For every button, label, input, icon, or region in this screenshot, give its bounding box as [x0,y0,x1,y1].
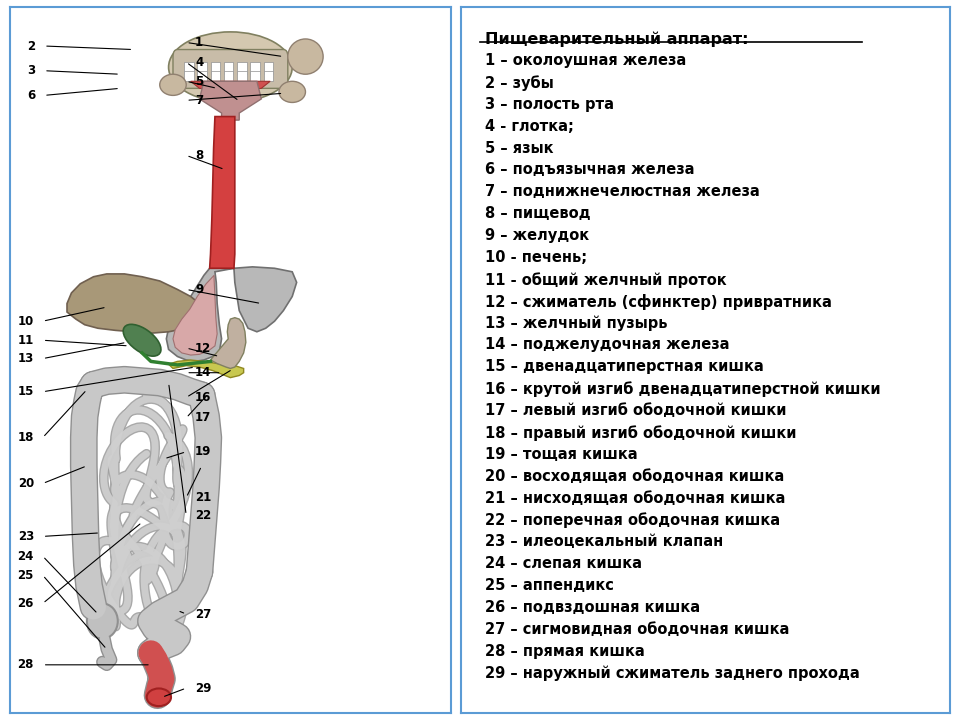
Text: 2 – зубы: 2 – зубы [485,75,554,91]
Polygon shape [191,81,270,92]
Text: 16 – крутой изгиб двенадцатиперстной кишки: 16 – крутой изгиб двенадцатиперстной киш… [485,381,881,397]
Text: 24 – слепая кишка: 24 – слепая кишка [485,556,642,571]
Bar [224,61,233,74]
Ellipse shape [288,39,324,74]
Text: 28: 28 [17,658,34,671]
Text: 7: 7 [195,94,204,107]
Text: 17 – левый изгиб ободочной кишки: 17 – левый изгиб ободочной кишки [485,403,787,418]
Text: 15 – двенадцатиперстная кишка: 15 – двенадцатиперстная кишка [485,359,764,374]
Ellipse shape [86,603,118,639]
Bar [237,61,247,74]
Text: 9: 9 [195,283,204,296]
Text: 19: 19 [195,445,211,458]
Ellipse shape [279,81,305,102]
Polygon shape [173,275,217,355]
Bar [210,71,220,81]
Text: 10 - печень;: 10 - печень; [485,250,588,265]
Text: 26 – подвздошная кишка: 26 – подвздошная кишка [485,600,701,615]
Text: 13: 13 [17,352,34,365]
Bar [263,61,274,74]
Bar [184,61,194,74]
Text: 15: 15 [17,385,34,398]
Text: 21: 21 [195,491,211,504]
Text: 11: 11 [17,334,34,347]
Text: 12: 12 [195,341,211,354]
Text: 20: 20 [17,477,34,490]
Text: 28 – прямая кишка: 28 – прямая кишка [485,644,645,659]
Text: 17: 17 [195,411,211,424]
Text: 27: 27 [195,608,211,621]
Text: 23: 23 [17,530,34,543]
Text: 3: 3 [27,64,36,77]
Text: 14 – поджелудочная железа: 14 – поджелудочная железа [485,338,730,352]
Bar [198,61,207,74]
Text: 27 – сигмовидная ободочная кишка: 27 – сигмовидная ободочная кишка [485,622,790,636]
Polygon shape [67,274,204,333]
Bar [210,61,220,74]
Text: 4 - глотка;: 4 - глотка; [485,119,574,134]
Ellipse shape [159,74,186,95]
Text: 1 – околоушная железа: 1 – околоушная железа [485,53,686,68]
Text: 23 – илеоцекальный клапан: 23 – илеоцекальный клапан [485,534,724,549]
Text: 11 - общий желчный проток: 11 - общий желчный проток [485,272,727,287]
Polygon shape [200,81,261,120]
Text: 5: 5 [195,75,204,88]
Text: 8: 8 [195,149,204,162]
Text: 7 – поднижнечелюстная железа: 7 – поднижнечелюстная железа [485,184,760,199]
Text: 6 – подъязычная железа: 6 – подъязычная железа [485,163,695,177]
Text: 3 – полость рта: 3 – полость рта [485,96,614,112]
Text: 19 – тощая кишка: 19 – тощая кишка [485,447,637,462]
Ellipse shape [123,324,161,356]
Bar [263,71,274,81]
Text: 18: 18 [17,431,34,444]
Text: 6: 6 [27,89,36,102]
Text: 16: 16 [195,391,211,404]
Text: Пищеварительный аппарат:: Пищеварительный аппарат: [485,32,749,48]
Text: 24: 24 [17,549,34,562]
Text: 9 – желудок: 9 – желудок [485,228,589,243]
Polygon shape [169,360,244,377]
Text: 25: 25 [17,569,34,582]
Polygon shape [210,318,246,369]
Text: 5 – язык: 5 – язык [485,140,554,156]
Bar [184,71,194,81]
Text: 4: 4 [195,55,204,68]
Text: 1: 1 [195,36,204,49]
Text: 10: 10 [17,315,34,328]
Text: 21 – нисходящая ободочная кишка: 21 – нисходящая ободочная кишка [485,490,785,505]
Polygon shape [209,117,235,269]
Ellipse shape [169,32,292,102]
Bar [237,71,247,81]
Text: 22: 22 [195,509,211,522]
Text: 29 – наружный сжиматель заднего прохода: 29 – наружный сжиматель заднего прохода [485,665,860,681]
Bar [198,71,207,81]
Text: 14: 14 [195,366,211,379]
Text: 13 – желчный пузырь: 13 – желчный пузырь [485,315,668,331]
Ellipse shape [147,688,171,706]
Text: 29: 29 [195,682,211,695]
Text: 22 – поперечная ободочная кишка: 22 – поперечная ободочная кишка [485,513,780,528]
FancyBboxPatch shape [173,50,288,89]
Text: 25 – аппендикс: 25 – аппендикс [485,578,614,593]
Text: 26: 26 [17,597,34,610]
Polygon shape [166,267,297,361]
Bar [224,71,233,81]
Text: 2: 2 [27,40,36,53]
Text: 12 – сжиматель (сфинктер) привратника: 12 – сжиматель (сфинктер) привратника [485,294,832,310]
Bar [251,71,260,81]
Bar [251,61,260,74]
Text: 20 – восходящая ободочная кишка: 20 – восходящая ободочная кишка [485,469,784,484]
Text: 8 – пищевод: 8 – пищевод [485,206,591,221]
Text: 18 – правый изгиб ободочной кишки: 18 – правый изгиб ободочной кишки [485,425,797,441]
